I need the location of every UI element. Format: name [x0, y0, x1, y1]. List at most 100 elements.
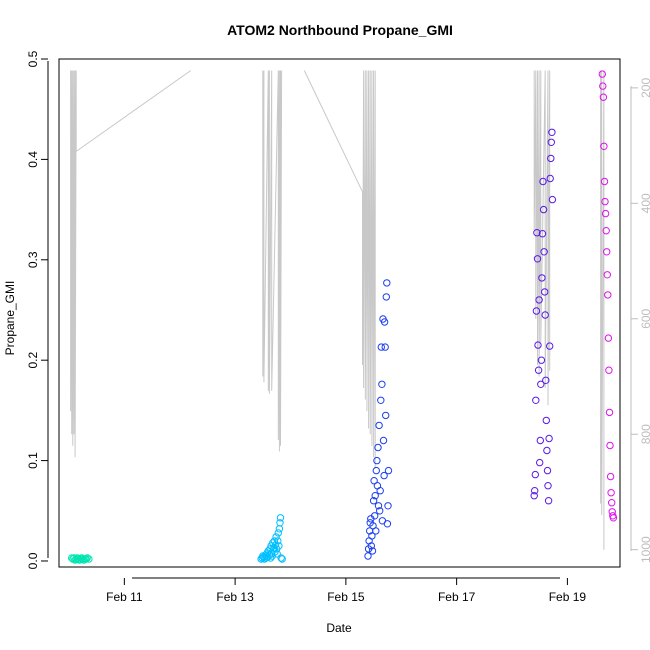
- point-s3-3: [532, 396, 540, 404]
- point-s3-13: [537, 356, 546, 364]
- point-s2-23: [377, 396, 385, 404]
- point-s4-1: [599, 82, 607, 90]
- point-s3-22: [542, 416, 550, 425]
- right-tick-label-0: 200: [639, 78, 650, 98]
- point-s3-9: [535, 296, 543, 304]
- point-s4-15: [606, 472, 615, 481]
- pressure-track-segment-5: [533, 70, 551, 406]
- point-s4-7: [602, 227, 610, 235]
- point-s2-13: [371, 492, 379, 500]
- point-s2-28: [379, 436, 388, 445]
- right-axis-ticks: 200 400 600 800 1000: [631, 78, 650, 563]
- point-s4-9: [603, 271, 611, 279]
- point-s2-22: [376, 487, 384, 495]
- point-s3-31: [547, 138, 555, 147]
- point-s3-10: [536, 458, 544, 467]
- pressure-track-segment-3: [303, 70, 363, 193]
- x-tick-label-1: Feb 13: [216, 590, 254, 604]
- point-s1-30: [276, 514, 285, 522]
- point-s4-3: [600, 142, 608, 151]
- right-tick-label-3: 800: [639, 424, 650, 444]
- point-s3-7: [534, 341, 542, 349]
- y-tick-label-1: 0.1: [26, 452, 40, 469]
- point-s0-15: [85, 555, 93, 563]
- point-s4-20: [609, 514, 618, 522]
- pressure-track-layer: [70, 70, 605, 550]
- point-s2-8: [368, 547, 377, 555]
- x-tick-label-2: Feb 15: [327, 590, 365, 604]
- point-s2-11: [370, 477, 378, 485]
- point-s4-6: [601, 209, 610, 218]
- point-s3-25: [544, 482, 552, 490]
- point-s2-18: [374, 443, 382, 452]
- point-s2-6: [367, 542, 375, 550]
- point-s4-0: [598, 70, 606, 78]
- point-s1-28: [275, 525, 284, 533]
- point-s3-0: [530, 492, 538, 500]
- point-s3-1: [531, 487, 539, 495]
- point-s4-13: [605, 408, 614, 417]
- y-tick-label-5: 0.5: [26, 50, 40, 67]
- data-points-layer: [68, 70, 618, 564]
- point-s4-5: [601, 197, 609, 206]
- point-s2-12: [371, 512, 379, 520]
- right-tick-label-4: 1000: [639, 536, 650, 563]
- point-s4-8: [603, 248, 611, 256]
- point-s2-7: [368, 532, 376, 540]
- point-s1-32: [278, 555, 286, 563]
- point-s1-31: [277, 554, 285, 562]
- point-s4-2: [599, 93, 608, 101]
- point-s4-14: [606, 441, 614, 450]
- right-tick-label-2: 600: [639, 308, 650, 328]
- point-s3-32: [548, 128, 556, 137]
- pressure-track-segment-4: [362, 70, 376, 469]
- y-tick-label-0: 0.0: [26, 552, 40, 569]
- x-axis-label: Date: [326, 621, 352, 635]
- point-s3-15: [538, 230, 547, 238]
- point-s4-17: [608, 499, 616, 507]
- point-s2-24: [377, 343, 385, 351]
- point-s3-27: [545, 434, 553, 443]
- y-axis-label: Propane_GMI: [3, 281, 17, 356]
- pressure-track-segment-0: [70, 70, 77, 458]
- pressure-track-segment-2: [262, 70, 283, 452]
- point-s2-37: [384, 466, 393, 475]
- point-s1-12: [266, 554, 275, 562]
- point-s2-16: [373, 456, 381, 465]
- point-s3-16: [539, 177, 547, 186]
- point-s3-17: [539, 205, 548, 214]
- point-s0-13: [82, 555, 90, 563]
- point-s4-12: [605, 366, 613, 374]
- point-s4-11: [604, 334, 613, 342]
- chart-title: ATOM2 Northbound Propane_GMI: [227, 22, 453, 38]
- point-s0-3: [71, 556, 79, 564]
- point-s3-23: [543, 446, 551, 455]
- y-tick-label-4: 0.4: [26, 151, 40, 168]
- point-s3-14: [538, 274, 546, 282]
- point-s2-15: [372, 466, 380, 475]
- point-s2-25: [378, 380, 386, 388]
- point-s0-5: [73, 554, 82, 562]
- point-s2-32: [382, 411, 390, 420]
- point-s3-5: [533, 229, 541, 237]
- pressure-track-segment-1: [75, 70, 192, 152]
- x-axis-ticks: Feb 11 Feb 13 Feb 15 Feb 17 Feb 19: [106, 578, 586, 604]
- y-tick-label-3: 0.3: [26, 251, 40, 268]
- point-s3-6: [533, 255, 542, 263]
- point-s2-34: [383, 279, 391, 287]
- point-s3-29: [546, 174, 554, 183]
- point-s3-4: [532, 307, 541, 315]
- point-s3-8: [534, 366, 543, 374]
- x-tick-label-3: Feb 17: [438, 590, 476, 604]
- point-s4-16: [607, 489, 615, 497]
- point-s1-21: [271, 541, 280, 549]
- point-s4-4: [600, 177, 609, 186]
- plot-frame: [58, 58, 621, 568]
- point-s2-29: [380, 471, 388, 480]
- point-s2-31: [381, 343, 389, 351]
- x-tick-label-0: Feb 11: [106, 590, 143, 604]
- point-s4-10: [604, 291, 612, 299]
- point-s3-26: [544, 497, 553, 505]
- y-tick-label-2: 0.2: [26, 352, 40, 369]
- point-s2-21: [376, 507, 384, 515]
